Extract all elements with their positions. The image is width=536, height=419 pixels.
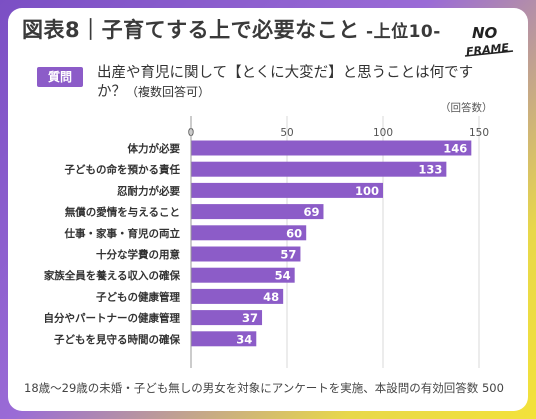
category-label: 十分な学費の用意 — [96, 248, 180, 261]
unit-label: （回答数） — [440, 102, 493, 114]
bar — [191, 182, 383, 198]
noframe-logo: NO FRAME — [464, 24, 514, 58]
bar-value-label: 37 — [242, 311, 258, 325]
x-tick-label: 50 — [280, 127, 293, 139]
category-label: 自分やパートナーの健康管理 — [44, 312, 181, 325]
bar-value-label: 69 — [303, 205, 319, 219]
category-label: 体力が必要 — [128, 142, 181, 155]
category-label: 子どもを見守る時間の確保 — [54, 333, 180, 346]
question-badge: 質問 — [37, 67, 83, 87]
bar-value-label: 57 — [280, 248, 296, 262]
category-label: 家族全員を養える収入の確保 — [44, 269, 181, 282]
category-label: 忍耐力が必要 — [117, 184, 180, 197]
bar — [191, 246, 301, 262]
chart-title-main: 図表8｜子育てする上で必要なこと — [22, 18, 360, 42]
x-tick-label: 150 — [469, 127, 489, 139]
category-label: 仕事・家事・育児の両立 — [64, 227, 181, 240]
question-text: 出産や育児に関して【とくに大変だ】と思うことは何ですか？ — [97, 65, 474, 100]
bar-value-label: 48 — [263, 290, 279, 304]
bar — [191, 310, 263, 326]
bar — [191, 204, 324, 220]
bar — [191, 225, 307, 241]
bar — [191, 331, 257, 347]
bar-value-label: 60 — [286, 226, 302, 240]
bar-value-label: 100 — [355, 184, 379, 198]
bar-value-label: 34 — [236, 332, 252, 346]
footnote: 18歳〜29歳の未婚・子ども無しの男女を対象にアンケートを実施、本設問の有効回答… — [24, 381, 504, 395]
bar-value-label: 133 — [418, 163, 442, 177]
bar — [191, 288, 284, 304]
bar-value-label: 54 — [275, 269, 291, 283]
chart-title-sub: -上位10- — [359, 22, 441, 42]
question-text-block: 出産や育児に関して【とくに大変だ】と思うことは何ですか？（複数回答可） — [97, 64, 497, 102]
logo-text-bottom: FRAME — [466, 41, 511, 58]
category-label: 無償の愛情を与えること — [65, 206, 180, 219]
bar — [191, 140, 472, 156]
bar-value-label: 146 — [443, 142, 467, 156]
logo-text-top: NO — [472, 24, 498, 42]
bar — [191, 267, 295, 283]
bar — [191, 161, 447, 177]
logo-underline — [464, 50, 514, 57]
x-tick-label: 100 — [373, 127, 393, 139]
category-label: 子どもの命を預かる責任 — [65, 163, 181, 176]
category-label: 子どもの健康管理 — [96, 290, 180, 303]
chart-title: 図表8｜子育てする上で必要なこと -上位10- — [22, 14, 441, 44]
question-note: （複数回答可） — [126, 85, 211, 99]
